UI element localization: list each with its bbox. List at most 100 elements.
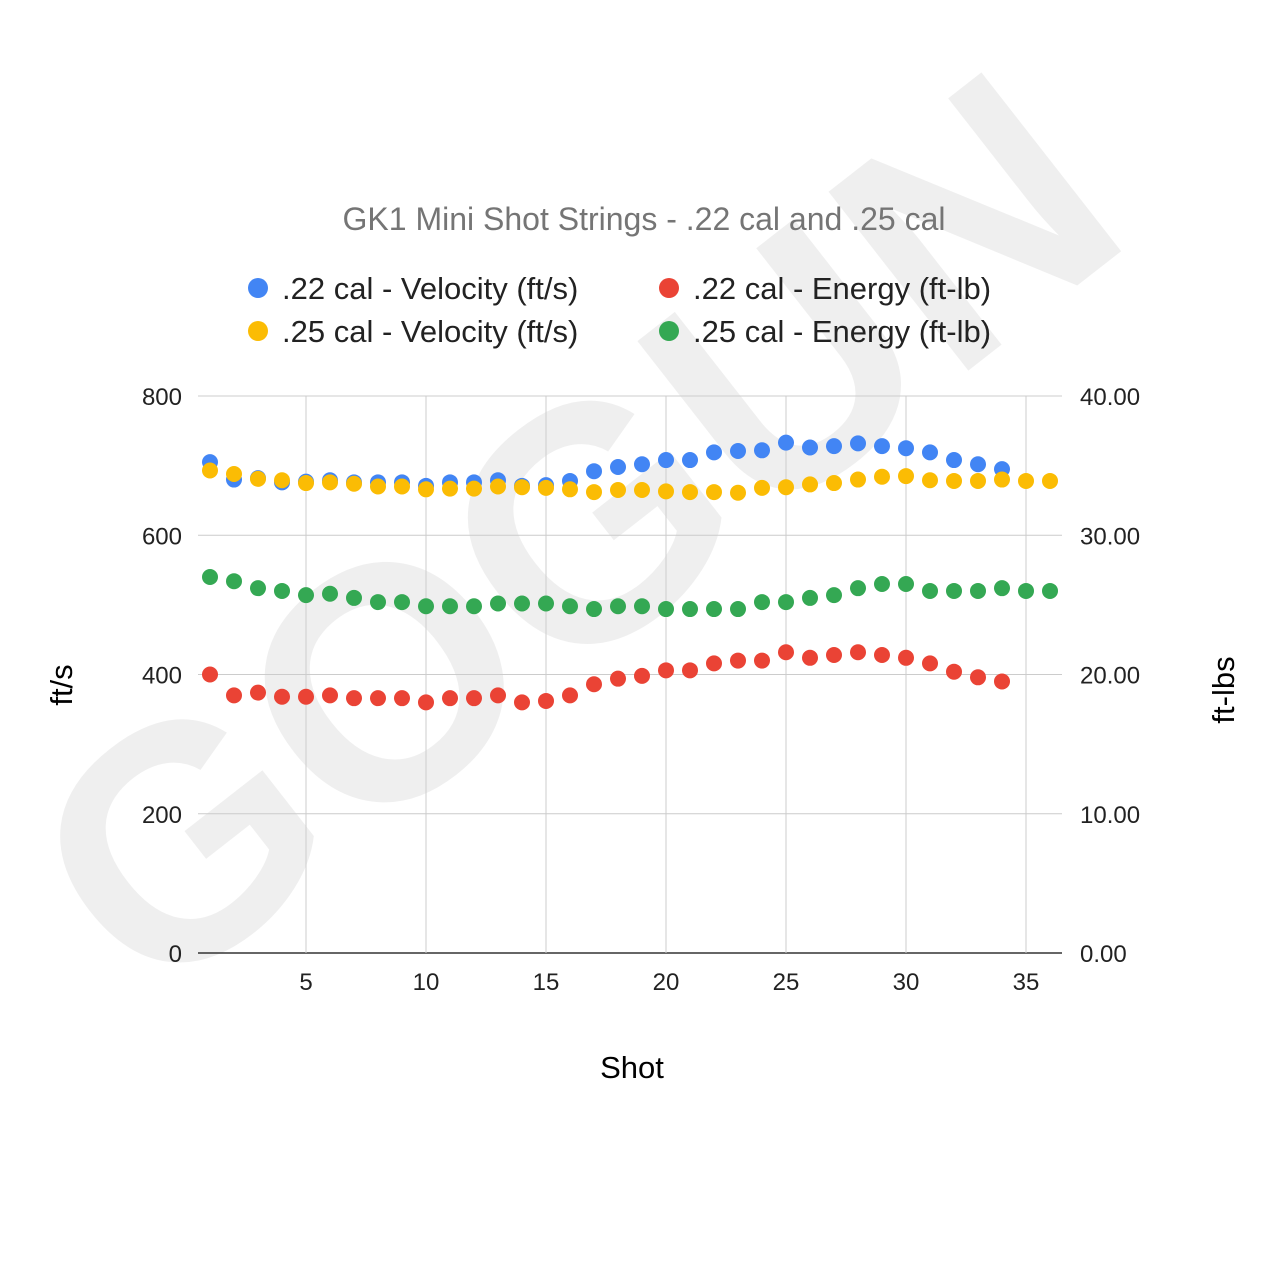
data-point bbox=[706, 601, 722, 618]
data-point bbox=[466, 690, 482, 707]
data-point bbox=[946, 582, 962, 599]
data-point bbox=[586, 463, 602, 480]
data-point bbox=[658, 452, 674, 469]
data-point bbox=[898, 649, 914, 666]
data-point bbox=[874, 438, 890, 455]
data-point bbox=[898, 468, 914, 485]
legend-marker bbox=[248, 321, 268, 341]
data-point bbox=[298, 688, 314, 705]
legend-item: .25 cal - Velocity (ft/s) bbox=[248, 314, 578, 349]
data-point bbox=[418, 598, 434, 615]
legend-label: .22 cal - Energy (ft-lb) bbox=[693, 271, 991, 306]
data-point bbox=[634, 456, 650, 473]
data-point bbox=[370, 690, 386, 707]
data-point bbox=[1042, 472, 1058, 489]
x-tick-label: 5 bbox=[299, 969, 312, 996]
y-tick-label: 0 bbox=[169, 941, 182, 968]
series-3 bbox=[202, 462, 1058, 501]
data-point bbox=[418, 481, 434, 498]
data-point bbox=[826, 475, 842, 492]
data-point bbox=[850, 471, 866, 488]
legend-marker bbox=[248, 278, 268, 298]
y-tick-label: 600 bbox=[142, 523, 182, 550]
data-point bbox=[442, 480, 458, 497]
data-point bbox=[922, 582, 938, 599]
data-point bbox=[562, 481, 578, 498]
x-tick-label: 25 bbox=[773, 969, 800, 996]
data-point bbox=[370, 594, 386, 611]
data-point bbox=[682, 662, 698, 679]
series-2 bbox=[202, 644, 1010, 711]
data-point bbox=[298, 475, 314, 492]
data-point bbox=[394, 690, 410, 707]
data-point bbox=[322, 585, 338, 602]
data-point bbox=[394, 594, 410, 611]
data-point bbox=[202, 462, 218, 479]
data-point bbox=[1018, 582, 1034, 599]
data-point bbox=[490, 478, 506, 495]
legend-marker bbox=[659, 278, 679, 298]
data-point bbox=[538, 595, 554, 612]
data-point bbox=[922, 472, 938, 489]
data-point bbox=[754, 479, 770, 496]
legend-marker bbox=[659, 321, 679, 341]
data-point bbox=[442, 598, 458, 615]
data-point bbox=[730, 652, 746, 669]
data-point bbox=[634, 667, 650, 684]
x-tick-label: 15 bbox=[533, 969, 560, 996]
data-point bbox=[274, 688, 290, 705]
data-point bbox=[898, 440, 914, 457]
data-point bbox=[610, 459, 626, 476]
data-point bbox=[826, 587, 842, 604]
legend: .22 cal - Velocity (ft/s) .22 cal - Energ… bbox=[248, 271, 991, 349]
data-point bbox=[346, 589, 362, 606]
data-point bbox=[730, 443, 746, 460]
data-point bbox=[730, 484, 746, 501]
data-point bbox=[970, 582, 986, 599]
data-point bbox=[778, 644, 794, 661]
data-point bbox=[490, 595, 506, 612]
data-point bbox=[250, 580, 266, 597]
data-point bbox=[418, 694, 434, 711]
y2-tick-label: 0.00 bbox=[1080, 941, 1127, 968]
y2-tick-label: 20.00 bbox=[1080, 663, 1140, 690]
data-point bbox=[394, 478, 410, 495]
x-tick-label: 35 bbox=[1013, 969, 1040, 996]
legend-item: .22 cal - Energy (ft-lb) bbox=[659, 271, 991, 306]
data-point bbox=[298, 587, 314, 604]
legend-label: .25 cal - Velocity (ft/s) bbox=[282, 314, 578, 349]
data-point bbox=[682, 484, 698, 501]
y-axis-title: ft/s bbox=[44, 664, 79, 705]
data-point bbox=[322, 474, 338, 491]
data-point bbox=[274, 582, 290, 599]
data-point bbox=[226, 573, 242, 590]
y2-tick-label: 40.00 bbox=[1080, 384, 1140, 411]
data-point bbox=[466, 598, 482, 615]
data-point bbox=[802, 476, 818, 493]
data-point bbox=[442, 690, 458, 707]
right-axis-ticks: 0.00 10.00 20.00 30.00 40.00 bbox=[1080, 384, 1140, 968]
data-point bbox=[778, 479, 794, 496]
data-point bbox=[322, 687, 338, 704]
y-tick-label: 800 bbox=[142, 384, 182, 411]
x-axis-title: Shot bbox=[600, 1050, 664, 1085]
data-point bbox=[946, 452, 962, 469]
data-point bbox=[682, 452, 698, 469]
data-point bbox=[226, 465, 242, 482]
data-point bbox=[994, 471, 1010, 488]
data-point bbox=[706, 484, 722, 501]
y-tick-label: 400 bbox=[142, 663, 182, 690]
data-point bbox=[730, 601, 746, 618]
data-point bbox=[658, 601, 674, 618]
data-point bbox=[610, 598, 626, 615]
data-point bbox=[250, 684, 266, 701]
data-point bbox=[874, 647, 890, 664]
data-point bbox=[778, 594, 794, 611]
data-point bbox=[610, 481, 626, 498]
data-point bbox=[970, 472, 986, 489]
y2-tick-label: 30.00 bbox=[1080, 523, 1140, 550]
data-point bbox=[754, 442, 770, 459]
data-point bbox=[946, 663, 962, 680]
data-point bbox=[658, 483, 674, 500]
data-point bbox=[898, 575, 914, 592]
